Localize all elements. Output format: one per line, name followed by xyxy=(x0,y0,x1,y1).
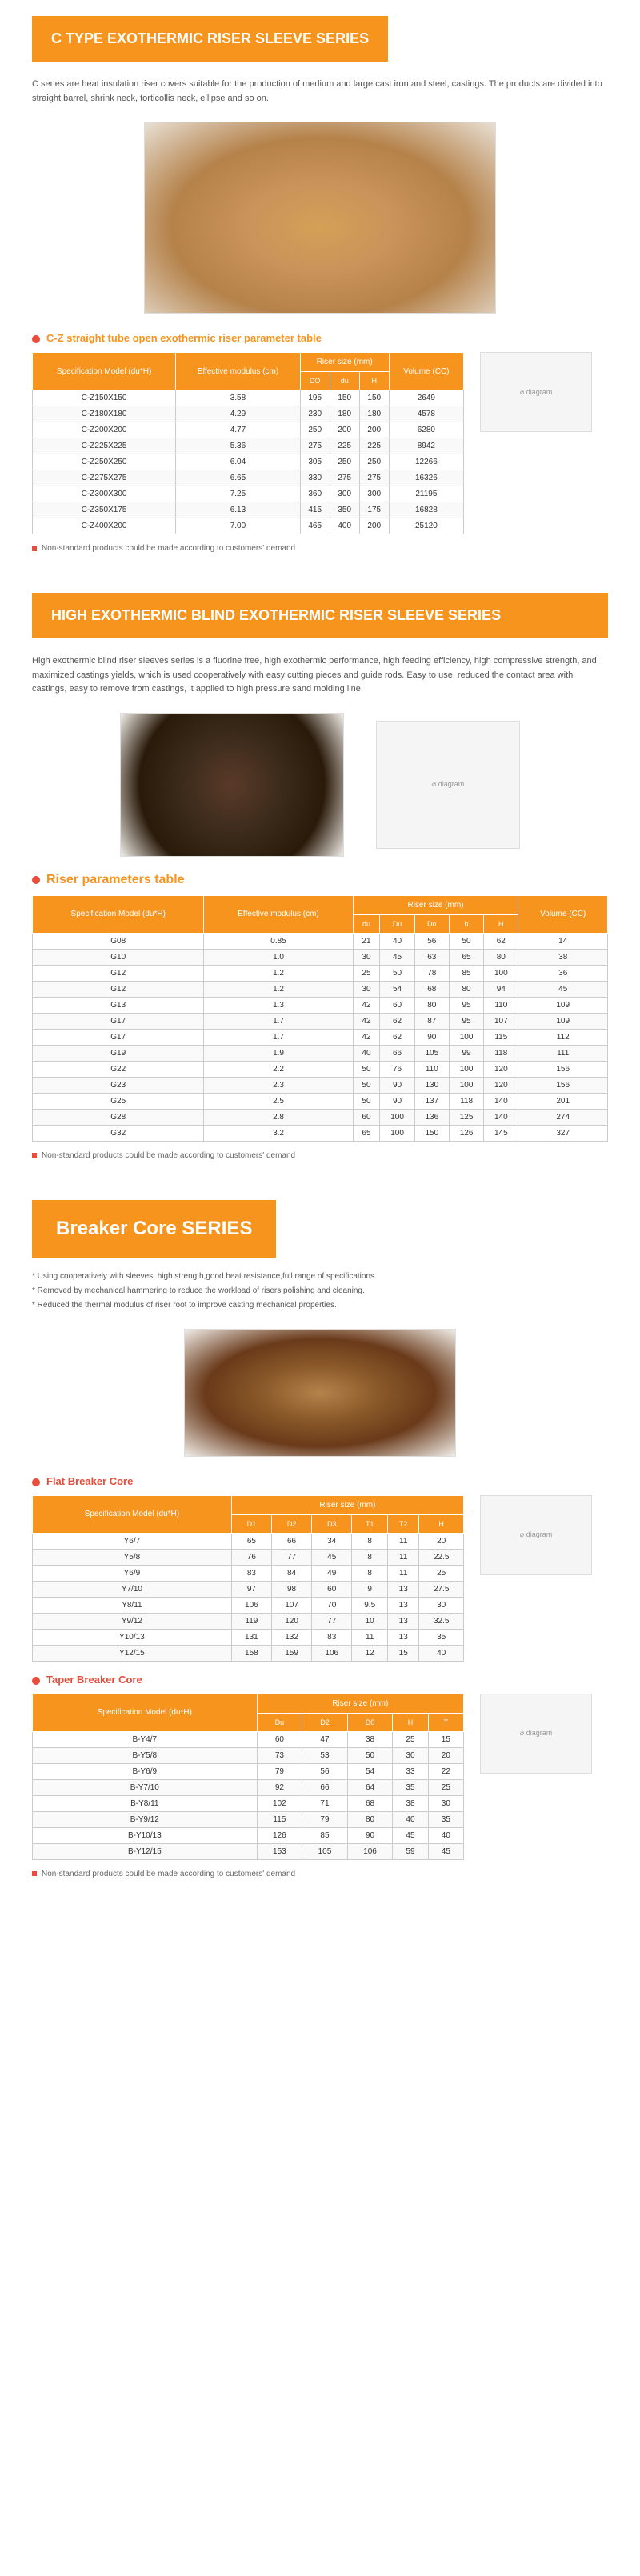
table-row: C-Z180X1804.292301801804578 xyxy=(33,406,464,422)
table-row: Y8/11106107709.51330 xyxy=(33,1597,464,1613)
banner-high-exo: HIGH EXOTHERMIC BLIND EXOTHERMIC RISER S… xyxy=(32,593,608,638)
table-row: Y10/1313113283111335 xyxy=(33,1629,464,1645)
table-row: B-Y6/97956543322 xyxy=(33,1763,464,1779)
table-row: Y6/983844981125 xyxy=(33,1565,464,1581)
th-volume: Volume (CC) xyxy=(389,353,463,390)
diagram-flat: ⌀ diagram xyxy=(480,1495,592,1575)
table-row: C-Z300X3007.2536030030021195 xyxy=(33,486,464,502)
tbody-cz: C-Z150X1503.581951501502649C-Z180X1804.2… xyxy=(33,390,464,534)
note-riser: Non-standard products could be made acco… xyxy=(32,1151,608,1160)
th-modulus: Effective modulus (cm) xyxy=(176,353,300,390)
table-row: Y9/1211912077101332.5 xyxy=(33,1613,464,1629)
section-breaker: Breaker Core SERIES * Using cooperativel… xyxy=(0,1184,640,1902)
table-row: Y6/765663481120 xyxy=(33,1533,464,1549)
table-row: G101.0304563658038 xyxy=(33,949,608,965)
diagram-cz: ⌀ diagram xyxy=(480,352,592,432)
image-row-high-exo: ⌀ diagram xyxy=(32,713,608,857)
table-row: C-Z150X1503.581951501502649 xyxy=(33,390,464,406)
table-row: G232.35090130100120156 xyxy=(33,1077,608,1093)
section-c-type: C TYPE EXOTHERMIC RISER SLEEVE SERIES C … xyxy=(0,0,640,577)
banner-breaker: Breaker Core SERIES xyxy=(32,1200,276,1258)
table-title-riser: Riser parameters table xyxy=(32,873,608,887)
table-row: B-Y7/109266643525 xyxy=(33,1779,464,1795)
tbody-taper: B-Y4/76047382515B-Y5/87353503020B-Y6/979… xyxy=(33,1731,464,1859)
table-row: G282.860100136125140274 xyxy=(33,1109,608,1125)
table-wrap-cz: Specification Model (du*H) Effective mod… xyxy=(32,352,608,534)
tbody-riser: G080.85214056506214G101.0304563658038G12… xyxy=(33,933,608,1141)
table-row: G121.2305468809445 xyxy=(33,981,608,997)
table-row: G171.7426290100115112 xyxy=(33,1029,608,1045)
th-model: Specification Model (du*H) xyxy=(33,353,176,390)
table-row: Y5/876774581122.5 xyxy=(33,1549,464,1565)
product-image-breaker xyxy=(184,1329,456,1457)
bullets-breaker: * Using cooperatively with sleeves, high… xyxy=(32,1270,608,1313)
bullet-item: * Using cooperatively with sleeves, high… xyxy=(32,1270,608,1284)
table-row: Y12/15158159106121540 xyxy=(33,1645,464,1661)
bullet-dot xyxy=(32,876,40,884)
bullet-item: * Removed by mechanical hammering to red… xyxy=(32,1284,608,1298)
table-cz: Specification Model (du*H) Effective mod… xyxy=(32,352,464,534)
table-row: C-Z225X2255.362752252258942 xyxy=(33,438,464,454)
table-row: B-Y9/1211579804035 xyxy=(33,1811,464,1827)
section-high-exo: HIGH EXOTHERMIC BLIND EXOTHERMIC RISER S… xyxy=(0,577,640,1184)
table-row: B-Y10/1312685904540 xyxy=(33,1827,464,1843)
banner-c-type: C TYPE EXOTHERMIC RISER SLEEVE SERIES xyxy=(32,16,388,62)
diagram-blind: ⌀ diagram xyxy=(376,721,520,849)
table-taper: Specification Model (du*H) Riser size (m… xyxy=(32,1694,464,1860)
table-row: G252.55090137118140201 xyxy=(33,1093,608,1109)
table-flat: Specification Model (du*H) Riser size (m… xyxy=(32,1495,464,1662)
note-cz: Non-standard products could be made acco… xyxy=(32,544,608,553)
table-row: G131.342608095110109 xyxy=(33,997,608,1013)
th-size: Riser size (mm) xyxy=(300,353,389,372)
desc-c-type: C series are heat insulation riser cover… xyxy=(32,78,608,106)
table-wrap-flat: Specification Model (du*H) Riser size (m… xyxy=(32,1495,608,1662)
title-flat: Flat Breaker Core xyxy=(32,1475,608,1487)
table-row: B-Y5/87353503020 xyxy=(33,1747,464,1763)
table-title-cz: C-Z straight tube open exothermic riser … xyxy=(32,332,608,344)
table-row: C-Z350X1756.1341535017516828 xyxy=(33,502,464,518)
bullet-dot xyxy=(32,335,40,343)
table-wrap-taper: Specification Model (du*H) Riser size (m… xyxy=(32,1694,608,1860)
desc-high-exo: High exothermic blind riser sleeves seri… xyxy=(32,654,608,697)
table-row: G323.265100150126145327 xyxy=(33,1125,608,1141)
image-breaker xyxy=(32,1329,608,1459)
table-row: C-Z200X2004.772502002006280 xyxy=(33,422,464,438)
product-image-blind xyxy=(120,713,344,857)
table-row: G191.9406610599118111 xyxy=(33,1045,608,1061)
table-row: B-Y12/151531051065945 xyxy=(33,1843,464,1859)
table-riser: Specification Model (du*H) Effective mod… xyxy=(32,895,608,1142)
table-row: G171.742628795107109 xyxy=(33,1013,608,1029)
note-breaker: Non-standard products could be made acco… xyxy=(32,1870,608,1878)
table-row: C-Z250X2506.0430525025012266 xyxy=(33,454,464,470)
table-row: B-Y8/1110271683830 xyxy=(33,1795,464,1811)
table-row: B-Y4/76047382515 xyxy=(33,1731,464,1747)
diagram-taper: ⌀ diagram xyxy=(480,1694,592,1774)
table-row: C-Z400X2007.0046540020025120 xyxy=(33,518,464,534)
table-row: G080.85214056506214 xyxy=(33,933,608,949)
tbody-flat: Y6/765663481120Y5/876774581122.5Y6/98384… xyxy=(33,1533,464,1661)
product-image xyxy=(144,122,496,314)
table-row: G222.25076110100120156 xyxy=(33,1061,608,1077)
table-row: C-Z275X2756.6533027527516326 xyxy=(33,470,464,486)
image-c-type xyxy=(32,122,608,316)
table-row: G121.22550788510036 xyxy=(33,965,608,981)
title-taper: Taper Breaker Core xyxy=(32,1674,608,1686)
table-row: Y7/1097986091327.5 xyxy=(33,1581,464,1597)
bullet-item: * Reduced the thermal modulus of riser r… xyxy=(32,1298,608,1313)
